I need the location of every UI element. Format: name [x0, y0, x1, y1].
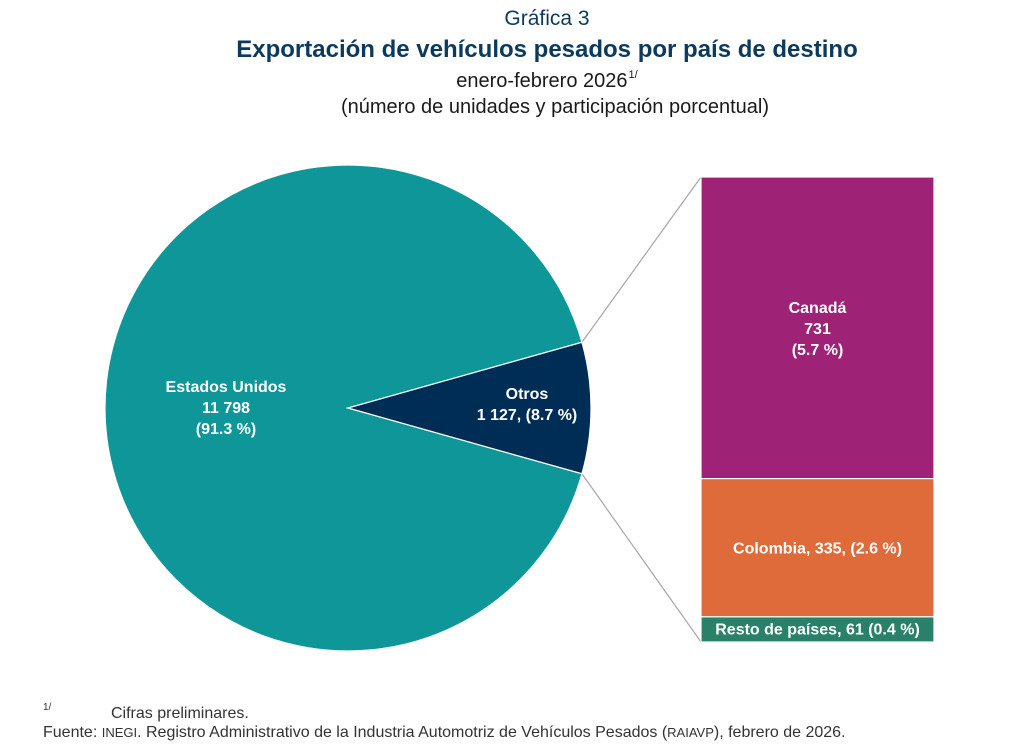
chart-label: Gráfica 3	[504, 7, 590, 30]
pie-slice-estados-unidos	[104, 164, 583, 652]
footnote: 1/Cifras preliminares.	[43, 702, 249, 723]
bar-segment-colombia	[700, 478, 935, 618]
pie-label-line: 11 798	[202, 400, 250, 417]
pie-label-line: Estados Unidos	[166, 379, 287, 396]
period-text: enero-febrero 2026	[456, 70, 628, 92]
source-prefix: Fuente:	[43, 724, 102, 741]
pie-label-otros: Otros 1 127, (8.7 %)	[477, 386, 578, 424]
source-org: INEGI	[101, 725, 138, 740]
footnote-text: Cifras preliminares.	[111, 705, 249, 722]
chart-subtitle: enero-febrero 20261/	[0, 69, 1024, 93]
breakdown-bar	[700, 176, 935, 643]
bar-label-canada: Canadá 731 (5.7 %)	[789, 300, 847, 359]
bar-label-line: Colombia, 335, (2.6 %)	[733, 541, 902, 558]
bar-label-line: (5.7 %)	[792, 342, 844, 359]
pie-label-estados-unidos: Estados Unidos 11 798 (91.3 %)	[166, 379, 287, 438]
connector-lines	[581, 176, 702, 643]
pie-label-line: (91.3 %)	[196, 421, 256, 438]
source-acronym: RAIAVP	[667, 725, 714, 740]
data-labels: Estados Unidos 11 798 (91.3 %) Otros 1 127, …	[166, 300, 920, 639]
pie	[104, 164, 592, 652]
source-suffix: ), febrero de 2026.	[713, 724, 846, 741]
bar-label-line: Canadá	[789, 300, 847, 317]
connector-line-top	[581, 176, 702, 343]
bar-segment-resto-de-paises	[700, 616, 935, 643]
period-footnote-mark: 1/	[628, 69, 638, 81]
pie-label-line: 1 127, (8.7 %)	[477, 407, 578, 424]
source-note: Fuente: INEGI. Registro Administrativo d…	[43, 724, 846, 742]
pie-slice-otros	[345, 341, 592, 475]
footnote-mark: 1/	[43, 702, 52, 713]
pie-label-line: Otros	[506, 386, 549, 403]
chart-title: Exportación de vehículos pesados por paí…	[236, 36, 858, 63]
chart-units: (número de unidades y participación porc…	[340, 96, 770, 118]
connector-line-bottom	[581, 473, 702, 643]
source-text: . Registro Administrativo de la Industri…	[137, 724, 668, 741]
bar-label-colombia: Colombia, 335, (2.6 %)	[733, 541, 902, 558]
bar-label-resto-de-paises: Resto de países, 61 (0.4 %)	[715, 621, 920, 638]
bar-segment-canada	[700, 176, 935, 480]
bar-label-line: Resto de países, 61 (0.4 %)	[715, 621, 920, 638]
bar-label-line: 731	[804, 321, 831, 338]
